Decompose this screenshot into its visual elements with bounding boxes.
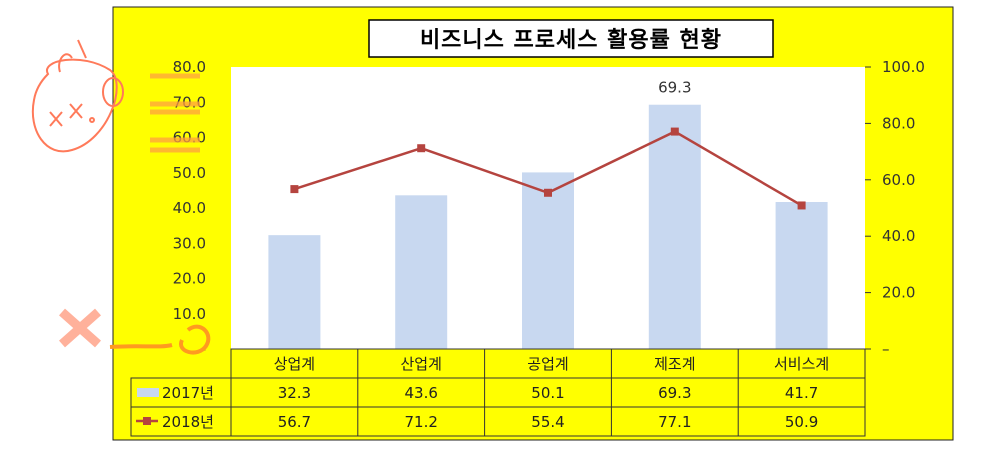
- scribble-doodle: [31, 39, 211, 355]
- annotation-label: 69.3: [658, 79, 691, 97]
- right-tick-label: 100.0: [882, 58, 925, 76]
- table-cell-value: 50.1: [531, 384, 564, 402]
- bar-series: [268, 104, 828, 349]
- table-cell-value: 69.3: [658, 384, 691, 402]
- table-cell-value: 71.2: [404, 413, 437, 431]
- left-tick-label: 50.0: [173, 164, 206, 182]
- right-tick-label: 60.0: [882, 171, 915, 189]
- legend-label: 2018년: [162, 413, 214, 431]
- legend-swatch-marker: [143, 417, 151, 425]
- left-tick-label: 30.0: [173, 234, 206, 252]
- line-point: [544, 188, 552, 197]
- line-point: [417, 144, 426, 153]
- line-point: [797, 201, 806, 210]
- chart-title: 비즈니스 프로세스 활용률 현황: [420, 28, 722, 53]
- category-label: 서비스계: [774, 355, 829, 373]
- line-series: [290, 127, 806, 210]
- category-label: 산업계: [400, 355, 441, 373]
- category-label: 상업계: [274, 355, 315, 373]
- data-table: 상업계 산업계 공업계 제조계 서비스계 2017년 2018년 32.3 43.6 50.1 69…: [130, 348, 866, 437]
- table-cell-value: 41.7: [785, 384, 818, 402]
- bar: [522, 172, 574, 349]
- legend-label: 2017년: [162, 384, 214, 402]
- bar: [395, 195, 448, 349]
- category-label: 제조계: [654, 355, 695, 373]
- right-axis: – 20.0 40.0 60.0 80.0 100.0: [865, 58, 925, 358]
- table-cell-value: 77.1: [658, 413, 691, 431]
- line-point: [290, 185, 299, 194]
- category-label: 공업계: [527, 355, 568, 373]
- left-tick-label: 10.0: [173, 305, 206, 323]
- title-box: 비즈니스 프로세스 활용률 현황: [368, 19, 774, 58]
- bar: [775, 202, 828, 349]
- left-tick-label: 80.0: [173, 58, 206, 76]
- table-cell-value: 50.9: [785, 413, 818, 431]
- bar: [648, 104, 701, 349]
- table-cell-value: 43.6: [404, 384, 437, 402]
- right-tick-label: –: [882, 340, 890, 358]
- right-tick-label: 20.0: [882, 284, 915, 302]
- line-point: [670, 127, 679, 136]
- table-cell-value: 55.4: [531, 413, 564, 431]
- left-tick-label: 40.0: [173, 199, 206, 217]
- table-cell-value: 56.7: [278, 413, 311, 431]
- table-cell-value: 32.3: [278, 384, 311, 402]
- right-tick-label: 80.0: [882, 114, 915, 132]
- left-tick-label: 20.0: [173, 270, 206, 288]
- legend-swatch-bar: [137, 388, 159, 397]
- bar: [268, 235, 321, 349]
- right-tick-label: 40.0: [882, 227, 915, 245]
